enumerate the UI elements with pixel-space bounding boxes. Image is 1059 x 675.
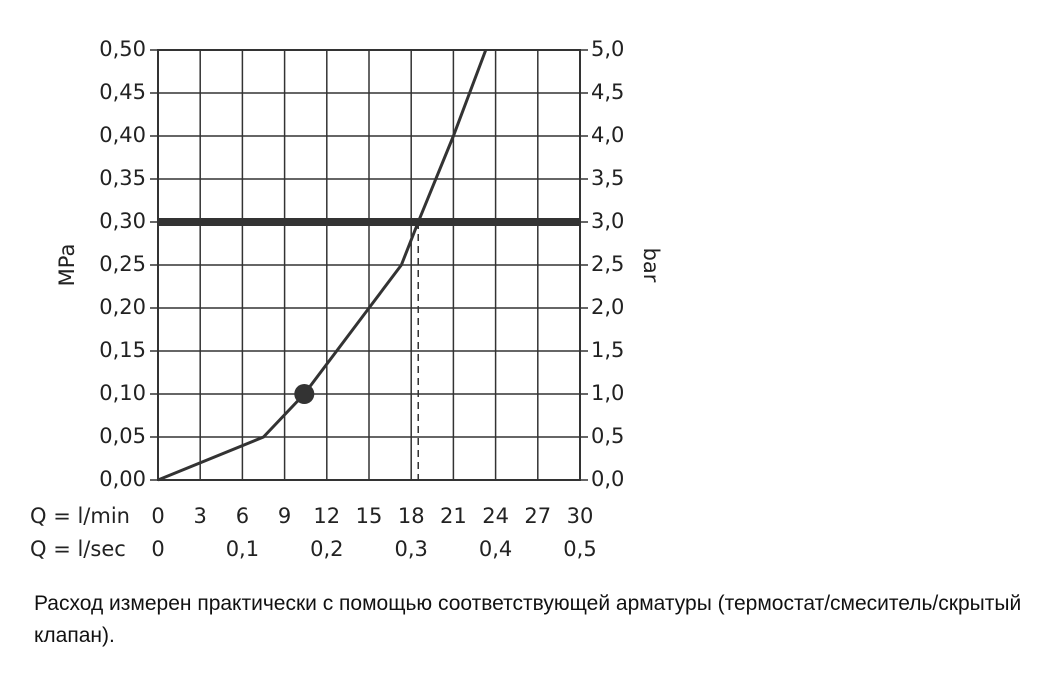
x-tick-label: 30 xyxy=(567,504,594,528)
x-tick-label: 9 xyxy=(278,504,291,528)
chart: MPa bar Q = l/min Q = l/sec 0,000,050,10… xyxy=(30,37,663,561)
x-tick-label: 15 xyxy=(356,504,383,528)
y-tick-label: 0,45 xyxy=(99,80,146,104)
x-axis-label: Q = l/min xyxy=(30,504,130,528)
y2-tick-label: 1,0 xyxy=(591,381,624,405)
y-tick-label: 0,35 xyxy=(99,166,146,190)
x2-tick-label: 0,3 xyxy=(394,537,427,561)
y-tick-label: 0,20 xyxy=(99,295,146,319)
plot-frame xyxy=(157,49,581,481)
y2-tick-label: 4,0 xyxy=(591,123,624,147)
y2-tick-label: 3,5 xyxy=(591,166,624,190)
y-tick-label: 0,40 xyxy=(99,123,146,147)
y2-tick-label: 1,5 xyxy=(591,338,624,362)
curve xyxy=(157,49,488,482)
y2-tick-label: 3,0 xyxy=(591,209,624,233)
x-tick-label: 27 xyxy=(524,504,551,528)
y2-axis-label: bar xyxy=(639,248,663,283)
x-tick-label: 6 xyxy=(236,504,249,528)
y-tick-label: 0,00 xyxy=(99,467,146,491)
x-tick-label: 24 xyxy=(482,504,509,528)
y2-tick-label: 2,0 xyxy=(591,295,624,319)
y-tick-label: 0,10 xyxy=(99,381,146,405)
operating-point xyxy=(294,384,315,404)
y-tick-label: 0,25 xyxy=(99,252,146,276)
y-tick-label: 0,05 xyxy=(99,424,146,448)
x-tick-label: 18 xyxy=(398,504,425,528)
x-tick-label: 12 xyxy=(313,504,340,528)
x2-tick-label: 0 xyxy=(151,537,164,561)
x2-tick-label: 0,2 xyxy=(310,537,343,561)
y2-tick-label: 2,5 xyxy=(591,252,624,276)
y-tick-label: 0,50 xyxy=(99,37,146,61)
y2-tick-label: 0,0 xyxy=(591,467,624,491)
y-tick-label: 0,30 xyxy=(99,209,146,233)
x-tick-label: 0 xyxy=(151,504,164,528)
x-tick-label: 21 xyxy=(440,504,467,528)
y2-tick-label: 5,0 xyxy=(591,37,624,61)
x2-axis-label: Q = l/sec xyxy=(30,537,126,561)
footnote: Расход измерен практически с помощью соо… xyxy=(34,592,1022,647)
y-axis-label: MPa xyxy=(55,244,79,287)
x2-tick-label: 0,4 xyxy=(479,537,512,561)
x-tick-label: 3 xyxy=(194,504,207,528)
y-tick-label: 0,15 xyxy=(99,338,146,362)
y2-tick-label: 4,5 xyxy=(591,80,624,104)
x2-tick-label: 0,1 xyxy=(226,537,259,561)
x2-tick-label: 0,5 xyxy=(563,537,596,561)
y2-tick-label: 0,5 xyxy=(591,424,624,448)
